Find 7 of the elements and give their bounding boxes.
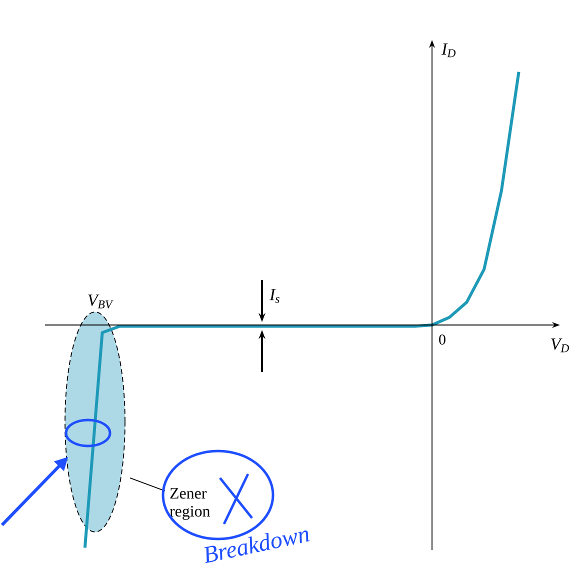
x-axis-title: V$_{D}$: [551, 338, 570, 352]
annotation: I$_{s}$: [269, 289, 280, 303]
annotation: Zener region: [170, 488, 210, 520]
annotation: 0: [439, 334, 446, 345]
y-axis-title: I$_{D}$: [441, 44, 456, 58]
annotation: V$_{BV}$: [88, 294, 114, 308]
annotation: Breakdown: [204, 530, 310, 564]
